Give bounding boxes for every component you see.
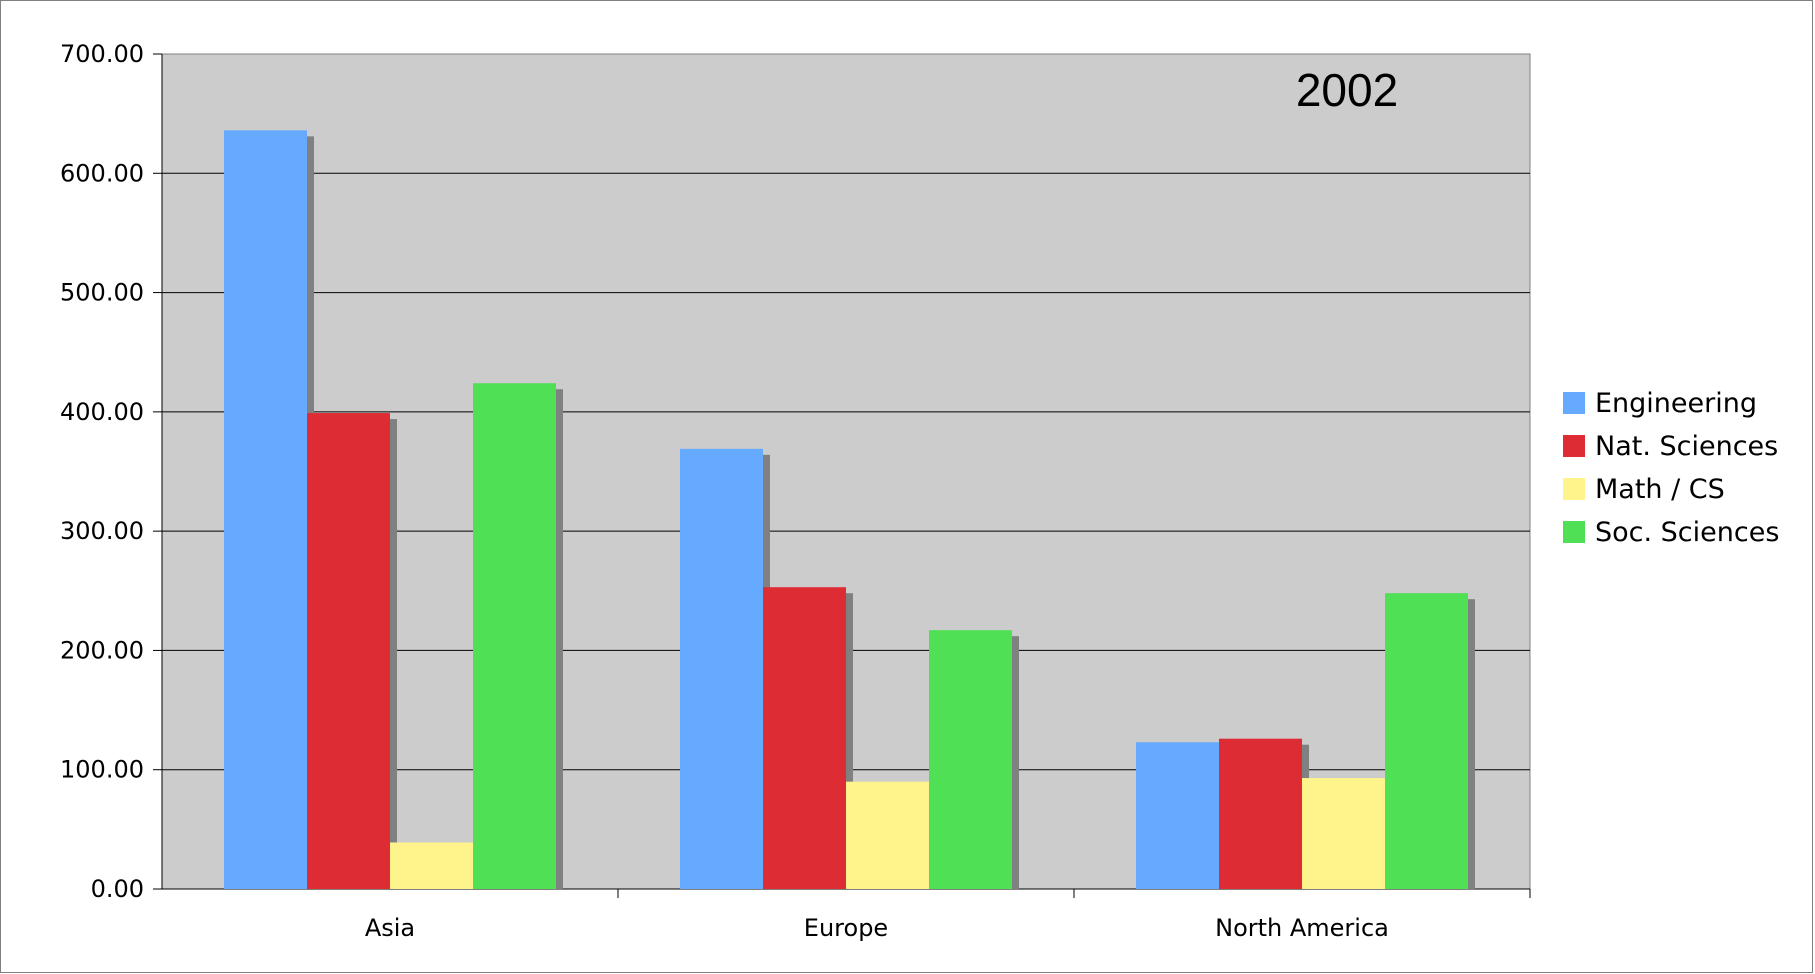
x-tick-label: Europe [804, 914, 888, 942]
bar [763, 587, 846, 889]
legend-label: Nat. Sciences [1595, 431, 1778, 462]
bar [1136, 742, 1219, 889]
y-tick-label: 100.00 [60, 756, 144, 784]
bar [929, 630, 1012, 889]
bar [1302, 778, 1385, 889]
y-tick-label: 600.00 [60, 159, 144, 187]
bar [680, 448, 763, 889]
bars [224, 130, 1475, 890]
legend-label: Engineering [1595, 388, 1757, 419]
y-tick-label: 500.00 [60, 279, 144, 307]
x-tick-label: Asia [365, 914, 415, 942]
chart-title: 2002 [1296, 64, 1398, 116]
legend-swatch [1563, 521, 1585, 543]
y-tick-label: 700.00 [60, 40, 144, 68]
legend-swatch [1563, 392, 1585, 414]
bar [307, 413, 390, 889]
bar [224, 130, 307, 890]
bar [1219, 738, 1302, 889]
x-tick-label: North America [1215, 914, 1389, 942]
legend-label: Soc. Sciences [1595, 517, 1779, 548]
legend: Engineering Nat. Sciences Math / CS Soc. Sc… [1563, 388, 1779, 548]
bar [390, 842, 473, 889]
legend-label: Math / CS [1595, 474, 1725, 505]
y-tick-label: 300.00 [60, 517, 144, 545]
y-tick-label: 400.00 [60, 398, 144, 426]
bar [473, 383, 556, 889]
y-tick-label: 200.00 [60, 636, 144, 664]
bar [846, 781, 929, 889]
tick-labels: 0.00 100.00 200.00 300.00 400.00 500.00 600.00… [60, 40, 1389, 942]
legend-swatch [1563, 478, 1585, 500]
bar [1385, 593, 1468, 889]
y-tick-label: 0.00 [91, 875, 144, 903]
legend-swatch [1563, 435, 1585, 457]
